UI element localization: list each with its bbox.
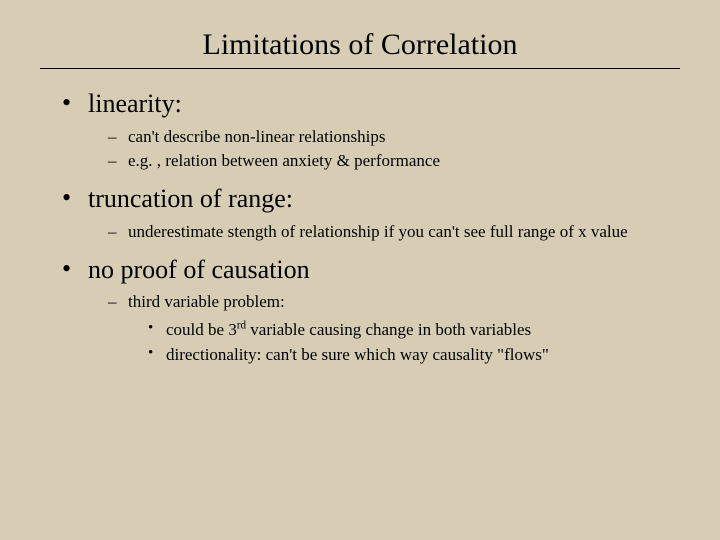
sub-item: can't describe non-linear relationships — [88, 125, 680, 150]
sub-list: can't describe non-linear relationships … — [88, 125, 680, 174]
sub-item: third variable problem: could be 3rd var… — [88, 290, 680, 368]
sub-sub-list: could be 3rd variable causing change in … — [128, 317, 680, 368]
sub-item: e.g. , relation between anxiety & perfor… — [88, 149, 680, 174]
sub-list: underestimate stength of relationship if… — [88, 220, 680, 245]
bullet-list: linearity: can't describe non-linear rel… — [40, 87, 680, 368]
bullet-head: linearity: — [88, 87, 680, 121]
sub-item-text: third variable problem: — [128, 292, 285, 311]
sub-sub-item: could be 3rd variable causing change in … — [128, 317, 680, 343]
list-item: no proof of causation third variable pro… — [40, 253, 680, 368]
title-container: Limitations of Correlation — [40, 28, 680, 62]
bullet-head: truncation of range: — [88, 182, 680, 216]
sub-list: third variable problem: could be 3rd var… — [88, 290, 680, 368]
bullet-head: no proof of causation — [88, 253, 680, 287]
sub-sub-item: directionality: can't be sure which way … — [128, 342, 680, 368]
list-item: truncation of range: underestimate steng… — [40, 182, 680, 244]
sub-item: underestimate stength of relationship if… — [88, 220, 680, 245]
list-item: linearity: can't describe non-linear rel… — [40, 87, 680, 174]
slide-title: Limitations of Correlation — [203, 28, 518, 62]
title-underline — [40, 68, 680, 69]
